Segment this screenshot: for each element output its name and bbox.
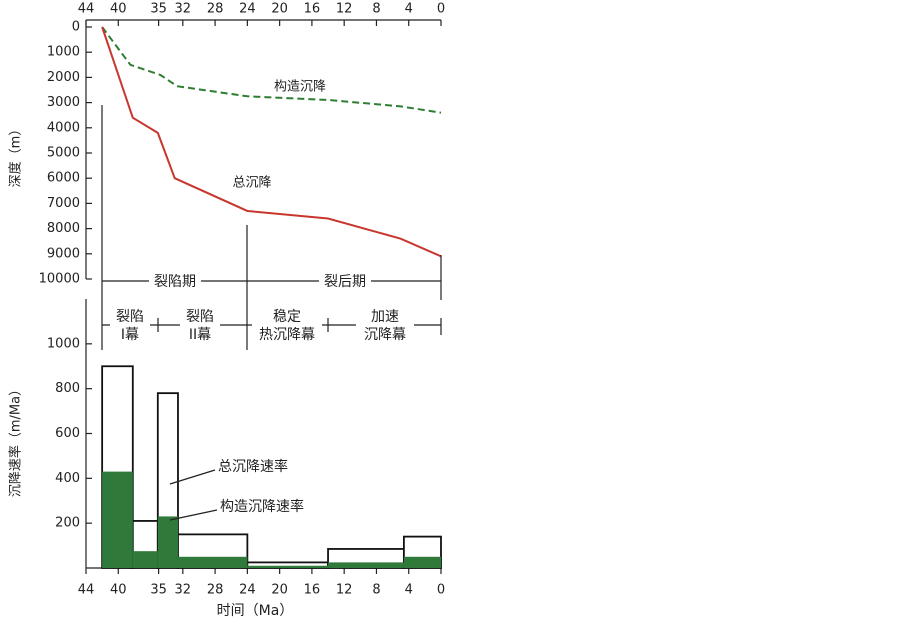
x-tick-label: 28 [207,583,224,598]
phase-label: 裂陷 [186,309,214,325]
histogram-bar [102,471,133,568]
x-tick-label: 32 [175,2,192,17]
y-tick-label: 200 [55,516,80,531]
x-axis-label: 时间（Ma） [217,603,294,619]
x-tick-label: 0 [437,583,445,598]
histogram-bar [132,551,158,568]
phase-label: 加速 [371,309,399,325]
period-label: 裂后期 [324,274,366,290]
y-tick-label: 3000 [47,95,80,110]
histogram-bar [403,556,441,568]
x-tick-label: 32 [175,583,192,598]
y-tick-label: 1000 [47,336,80,351]
x-tick-label: 16 [304,583,321,598]
phase-label: II幕 [189,327,211,343]
x-tick-label: 0 [437,2,445,17]
y-tick-label: 2000 [47,70,80,85]
label-bg [319,272,371,290]
x-tick-label: 35 [150,583,167,598]
y-tick-label: 600 [55,426,80,441]
label-bg [180,308,220,344]
x-tick-label: 28 [207,2,224,17]
x-tick-label: 40 [110,2,127,17]
x-tick-label: 12 [336,583,353,598]
series-label: 构造沉降速率 [220,498,304,515]
series-line [101,26,442,114]
y-tick-label: 1000 [47,45,80,60]
x-tick-label: 8 [372,583,380,598]
y-tick-label: 8000 [47,221,80,236]
label-bg [356,308,414,344]
y-tick-label: 6000 [47,171,80,186]
period-label: 裂陷期 [154,274,196,290]
histogram-bar [157,516,178,568]
label-bg [149,272,201,290]
phase-label: 稳定 [273,309,301,325]
series-label: 构造沉降 [274,80,326,95]
x-tick-label: 24 [239,2,256,17]
histogram-bar [177,556,248,568]
series-line [101,26,442,258]
y-tick-label: 9000 [47,246,80,261]
y-tick-label: 0 [72,20,80,35]
x-tick-label: 12 [336,2,353,17]
phase-label: 沉降幕 [364,327,406,343]
y-tick-label: 7000 [47,196,80,211]
x-tick-label: 8 [372,2,380,17]
x-tick-label: 4 [405,2,413,17]
y-axis-label: 沉降速率（m/Ma） [8,383,24,497]
x-tick-label: 44 [78,2,95,17]
x-tick-label: 4 [405,583,413,598]
x-tick-label: 16 [304,2,321,17]
leader-line [169,469,216,485]
x-tick-label: 20 [271,2,288,17]
histogram-bar [328,562,404,568]
y-tick-label: 400 [55,471,80,486]
y-axis-label: 深度（m） [8,123,24,188]
y-tick-label: 10000 [39,272,80,287]
x-tick-label: 44 [78,583,95,598]
y-tick-label: 800 [55,381,80,396]
histogram-bar [247,565,329,568]
x-tick-label: 24 [239,583,256,598]
x-tick-label: 35 [150,2,167,17]
series-label: 总沉降速率 [218,458,288,475]
y-tick-label: 5000 [47,146,80,161]
x-tick-label: 20 [271,583,288,598]
x-tick-label: 40 [110,583,127,598]
label-bg [110,308,150,344]
leader-line [169,509,218,521]
phase-label: 裂陷 [116,309,144,325]
phase-label: 热沉降幕 [259,327,315,343]
label-bg [252,308,322,344]
series-label: 总沉降 [232,176,271,191]
phase-label: I幕 [121,327,139,343]
y-tick-label: 4000 [47,120,80,135]
